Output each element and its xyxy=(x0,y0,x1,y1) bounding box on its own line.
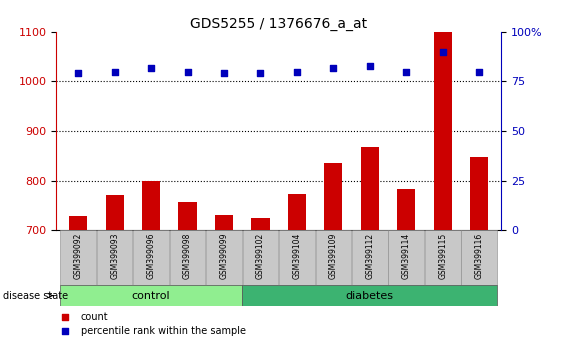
Bar xyxy=(60,230,96,285)
Bar xyxy=(251,218,270,230)
Bar xyxy=(352,230,388,285)
Point xyxy=(365,63,374,68)
Title: GDS5255 / 1376676_a_at: GDS5255 / 1376676_a_at xyxy=(190,17,367,31)
Bar xyxy=(461,230,497,285)
Bar xyxy=(425,230,461,285)
Point xyxy=(438,49,447,55)
Point xyxy=(74,71,83,76)
Text: GSM399102: GSM399102 xyxy=(256,233,265,279)
Bar xyxy=(206,230,242,285)
Text: GSM399092: GSM399092 xyxy=(74,233,83,279)
Bar xyxy=(315,230,351,285)
Text: diabetes: diabetes xyxy=(346,291,394,301)
Point xyxy=(61,314,70,320)
Point xyxy=(61,328,70,334)
Text: GSM399115: GSM399115 xyxy=(438,233,447,279)
Bar xyxy=(105,195,124,230)
Text: GSM399098: GSM399098 xyxy=(183,233,192,279)
Text: GSM399096: GSM399096 xyxy=(146,233,155,279)
Point xyxy=(475,69,484,74)
Bar xyxy=(242,285,498,306)
Bar xyxy=(169,230,205,285)
Text: GSM399099: GSM399099 xyxy=(220,233,229,279)
Bar xyxy=(388,230,424,285)
Point xyxy=(146,65,155,70)
Bar xyxy=(324,163,342,230)
Point xyxy=(402,69,411,74)
Text: GSM399104: GSM399104 xyxy=(292,233,301,279)
Bar xyxy=(133,230,169,285)
Bar xyxy=(178,202,196,230)
Bar xyxy=(434,32,452,230)
Bar xyxy=(142,181,160,230)
Point xyxy=(183,69,192,74)
Bar xyxy=(279,230,315,285)
Text: GSM399109: GSM399109 xyxy=(329,233,338,279)
Bar xyxy=(361,147,379,230)
Bar xyxy=(60,285,242,306)
Bar xyxy=(243,230,278,285)
Text: percentile rank within the sample: percentile rank within the sample xyxy=(81,326,246,336)
Text: GSM399116: GSM399116 xyxy=(475,233,484,279)
Text: disease state: disease state xyxy=(3,291,68,301)
Bar xyxy=(288,194,306,230)
Bar xyxy=(97,230,132,285)
Point xyxy=(256,71,265,76)
Point xyxy=(292,69,301,74)
Text: GSM399093: GSM399093 xyxy=(110,233,119,279)
Bar xyxy=(397,189,415,230)
Text: GSM399114: GSM399114 xyxy=(402,233,411,279)
Text: GSM399112: GSM399112 xyxy=(365,233,374,279)
Point xyxy=(220,71,229,76)
Text: count: count xyxy=(81,312,109,322)
Bar xyxy=(470,157,488,230)
Point xyxy=(329,65,338,70)
Bar xyxy=(215,215,233,230)
Bar xyxy=(69,216,87,230)
Point xyxy=(110,69,119,74)
Text: control: control xyxy=(132,291,171,301)
